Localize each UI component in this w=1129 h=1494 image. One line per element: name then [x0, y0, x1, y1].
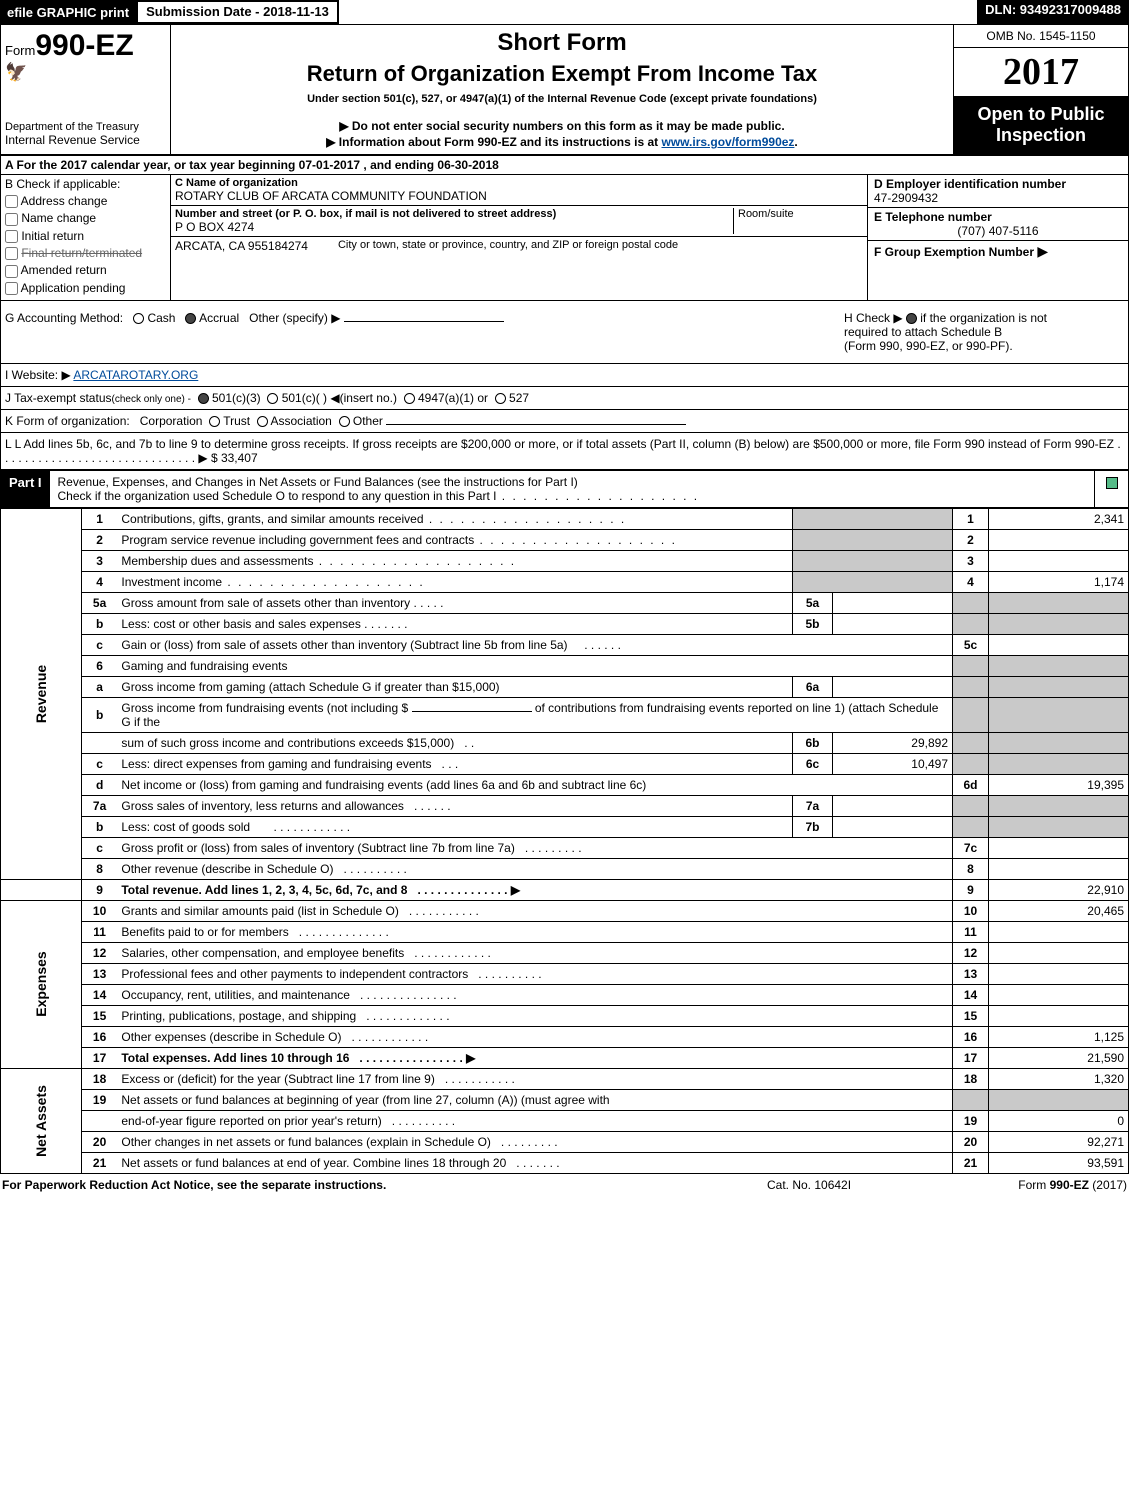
room-suite-label: Room/suite	[733, 208, 863, 234]
ein-value: 47-2909432	[874, 191, 1122, 205]
chk-initial-return[interactable]	[5, 230, 18, 243]
part-i-label: Part I	[1, 471, 50, 507]
submission-date: Submission Date - 2018-11-13	[136, 0, 339, 24]
chk-final-return[interactable]	[5, 247, 18, 260]
row-k-form-org: K Form of organization: Corporation Trus…	[0, 410, 1129, 433]
form-title: Return of Organization Exempt From Incom…	[179, 61, 945, 87]
radio-trust[interactable]	[209, 416, 220, 427]
line-9-total-revenue: 22,910	[989, 879, 1129, 900]
line-10-amount: 20,465	[989, 900, 1129, 921]
ein-label: D Employer identification number	[874, 177, 1122, 191]
part-i-table: Revenue 1Contributions, gifts, grants, a…	[0, 508, 1129, 1174]
row-a-tax-year: A For the 2017 calendar year, or tax yea…	[0, 155, 1129, 174]
omb-number: OMB No. 1545-1150	[954, 25, 1128, 48]
dln-number: DLN: 93492317009488	[977, 0, 1129, 24]
block-c-org-info: C Name of organization ROTARY CLUB OF AR…	[171, 175, 868, 300]
org-address: P O BOX 4274	[175, 220, 556, 234]
block-bcd: B Check if applicable: Address change Na…	[0, 174, 1129, 301]
row-l-gross-receipts: L L Add lines 5b, 6c, and 7b to line 9 t…	[0, 433, 1129, 470]
paperwork-notice: For Paperwork Reduction Act Notice, see …	[2, 1178, 767, 1192]
line-6d-amount: 19,395	[989, 774, 1129, 795]
irs-eagle-icon: 🦅	[5, 63, 166, 81]
tax-year: 2017	[954, 48, 1128, 96]
website-link[interactable]: ARCATAROTARY.ORG	[73, 368, 198, 382]
form-id-block: Form990-EZ 🦅 Department of the Treasury …	[1, 25, 171, 154]
radio-527[interactable]	[495, 393, 506, 404]
line-4-amount: 1,174	[989, 571, 1129, 592]
form-title-block: Short Form Return of Organization Exempt…	[171, 25, 953, 154]
org-name: ROTARY CLUB OF ARCATA COMMUNITY FOUNDATI…	[175, 189, 487, 203]
radio-501c[interactable]	[267, 393, 278, 404]
org-city: ARCATA, CA 955184274	[175, 239, 308, 253]
radio-501c3[interactable]	[198, 393, 209, 404]
form-meta-block: OMB No. 1545-1150 2017 Open to Public In…	[953, 25, 1128, 154]
page-footer: For Paperwork Reduction Act Notice, see …	[0, 1174, 1129, 1196]
form-prefix: Form	[5, 43, 35, 58]
radio-h-check[interactable]	[906, 313, 917, 324]
dept-treasury: Department of the Treasury	[5, 121, 166, 133]
radio-other-org[interactable]	[339, 416, 350, 427]
line-6c-amount: 10,497	[833, 753, 953, 774]
block-b-label: B Check if applicable:	[5, 177, 166, 191]
line-20-amount: 92,271	[989, 1131, 1129, 1152]
chk-amended-return[interactable]	[5, 265, 18, 278]
chk-address-change[interactable]	[5, 195, 18, 208]
form-header: Form990-EZ 🦅 Department of the Treasury …	[0, 24, 1129, 155]
irs-link[interactable]: www.irs.gov/form990ez	[661, 135, 794, 149]
revenue-section-label: Revenue	[1, 508, 82, 879]
arrow-icon: ▶	[1037, 243, 1048, 259]
block-d-ein: D Employer identification number 47-2909…	[868, 175, 1128, 300]
form-subtitle: Under section 501(c), 527, or 4947(a)(1)…	[179, 93, 945, 105]
cat-no: Cat. No. 10642I	[767, 1178, 967, 1192]
line-16-amount: 1,125	[989, 1026, 1129, 1047]
form-ref: Form 990-EZ (2017)	[967, 1178, 1127, 1192]
ssn-warning: ▶ Do not enter social security numbers o…	[179, 119, 945, 133]
line-6b-amount: 29,892	[833, 732, 953, 753]
chk-application-pending[interactable]	[5, 282, 18, 295]
row-g-accounting: G Accounting Method: Cash Accrual Other …	[0, 301, 1129, 364]
row-j-tax-exempt: J Tax-exempt status(check only one) - 50…	[0, 387, 1129, 410]
line-18-amount: 1,320	[989, 1068, 1129, 1089]
radio-4947[interactable]	[404, 393, 415, 404]
expenses-section-label: Expenses	[1, 900, 82, 1068]
part-i-header: Part I Revenue, Expenses, and Changes in…	[0, 470, 1129, 508]
form-number: 990-EZ	[35, 29, 133, 62]
group-exemption-label: F Group Exemption Number	[874, 245, 1034, 259]
schedule-o-checkbox[interactable]	[1106, 477, 1118, 489]
line-17-total-expenses: 21,590	[989, 1047, 1129, 1068]
top-bar: efile GRAPHIC print Submission Date - 20…	[0, 0, 1129, 24]
org-name-label: C Name of organization	[175, 177, 487, 189]
info-line: ▶ Information about Form 990-EZ and its …	[179, 135, 945, 149]
radio-accrual[interactable]	[185, 313, 196, 324]
chk-name-change[interactable]	[5, 213, 18, 226]
line-21-amount: 93,591	[989, 1152, 1129, 1173]
dept-irs: Internal Revenue Service	[5, 133, 166, 147]
short-form-label: Short Form	[179, 29, 945, 57]
line-1-amount: 2,341	[989, 508, 1129, 529]
addr-label: Number and street (or P. O. box, if mail…	[175, 208, 556, 220]
city-label: City or town, state or province, country…	[338, 239, 678, 253]
row-i-website: I Website: ▶ ARCATAROTARY.ORG	[0, 364, 1129, 387]
radio-association[interactable]	[257, 416, 268, 427]
open-to-public: Open to Public Inspection	[954, 96, 1128, 154]
phone-value: (707) 407-5116	[874, 224, 1122, 238]
block-b-checkboxes: B Check if applicable: Address change Na…	[1, 175, 171, 300]
radio-cash[interactable]	[133, 313, 144, 324]
line-19-amount: 0	[989, 1110, 1129, 1131]
net-assets-section-label: Net Assets	[1, 1068, 82, 1173]
phone-label: E Telephone number	[874, 210, 1122, 224]
efile-print-button[interactable]: efile GRAPHIC print	[0, 0, 136, 24]
